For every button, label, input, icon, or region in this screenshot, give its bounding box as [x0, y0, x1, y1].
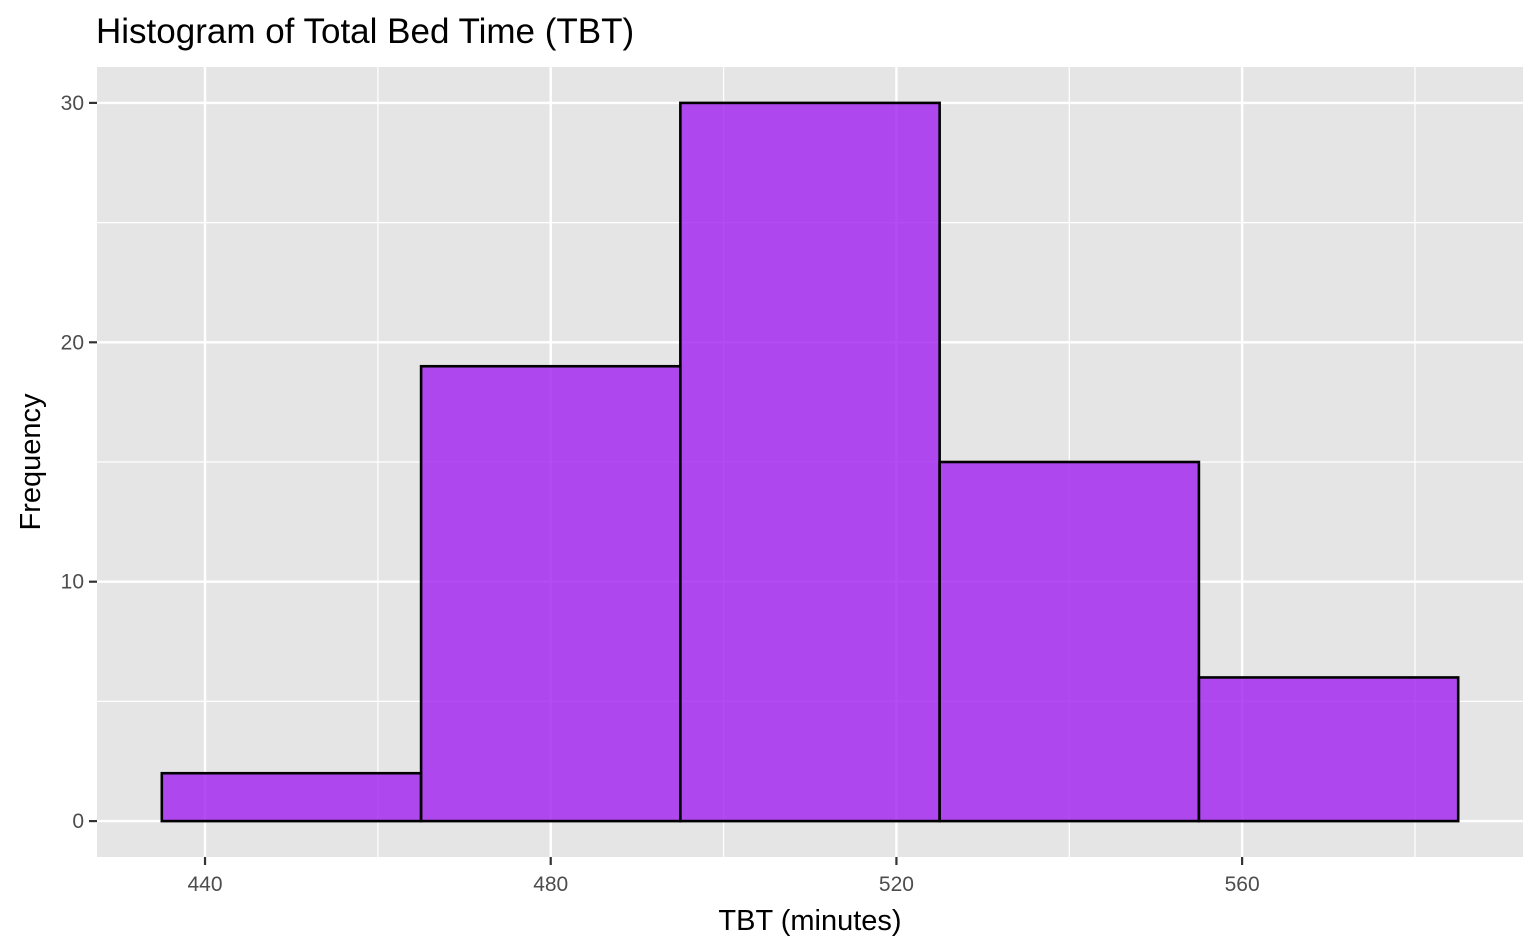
chart-title: Histogram of Total Bed Time (TBT) — [96, 12, 634, 51]
x-tick-label: 480 — [533, 873, 568, 896]
histogram-bar — [1197, 676, 1460, 823]
histogram-bar — [419, 364, 682, 823]
x-tick-label: 440 — [188, 873, 223, 896]
y-tick-label: 10 — [61, 571, 84, 594]
y-axis-title: Frequency — [15, 393, 47, 531]
histogram-bar — [679, 101, 941, 823]
y-tick-label: 0 — [72, 810, 84, 833]
x-tick-label: 520 — [879, 873, 914, 896]
y-axis: 0 10 20 30 — [61, 92, 97, 833]
x-axis-title: TBT (minutes) — [718, 905, 901, 937]
histogram-bar — [160, 771, 423, 823]
y-tick-label: 20 — [61, 331, 84, 354]
histogram-bar — [938, 460, 1201, 823]
histogram-bars — [160, 101, 1460, 823]
x-tick-label: 560 — [1225, 873, 1260, 896]
y-tick-label: 30 — [61, 92, 84, 115]
x-axis: 440 480 520 560 — [188, 857, 1260, 896]
